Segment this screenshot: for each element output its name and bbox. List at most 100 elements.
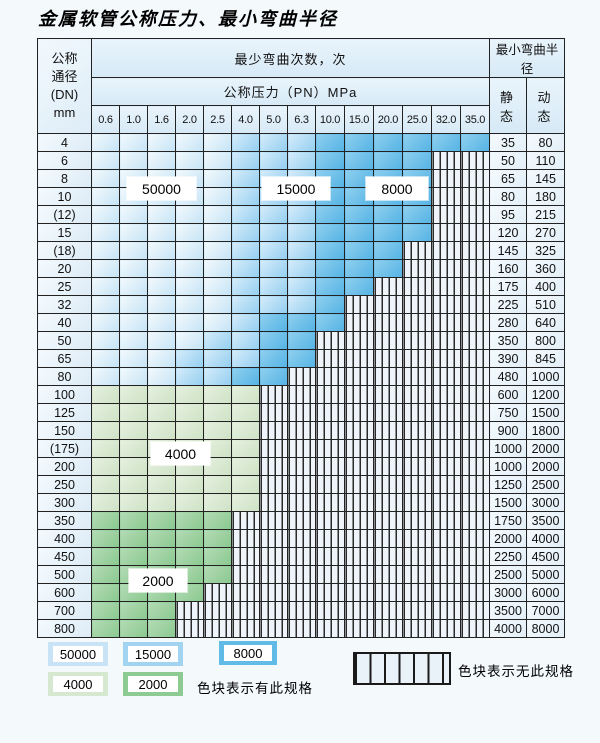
spec-cell-8000 (402, 151, 432, 170)
dn-value: (175) (37, 439, 92, 458)
no-spec-cell (344, 493, 374, 512)
no-spec-cell (287, 385, 316, 404)
table-row: 100 600 1200 (37, 385, 565, 404)
no-spec-cell (402, 277, 432, 296)
no-spec-cell (373, 349, 403, 368)
dynamic-radius-value: 270 (526, 223, 565, 242)
no-spec-cell (315, 457, 345, 476)
spec-cell-15000 (287, 205, 316, 224)
spec-cell-4000 (231, 403, 260, 422)
dn-value: 50 (37, 331, 92, 350)
no-spec-cell (460, 169, 490, 188)
no-spec-cell (402, 565, 432, 584)
no-spec-cell (431, 601, 461, 620)
spec-cell-50000 (147, 133, 176, 152)
spec-cell-50000 (91, 295, 120, 314)
spec-cell-2000 (119, 547, 148, 566)
table-row: 400 2000 4000 (37, 529, 565, 548)
spec-cell-2000 (91, 583, 120, 602)
no-spec-cell (460, 475, 490, 494)
no-spec-cell (373, 547, 403, 566)
table-body: 4 35 80 6 50 110 8 65 145 10 80 180 (12) 95 215 15 120 27… (37, 133, 565, 638)
dynamic-radius-value: 400 (526, 277, 565, 296)
spec-cell-8000 (402, 223, 432, 242)
static-radius-value: 80 (489, 187, 527, 206)
spec-cell-50000 (91, 367, 120, 386)
spec-cell-4000 (147, 403, 176, 422)
spec-cell-50000 (203, 295, 232, 314)
no-spec-cell (344, 439, 374, 458)
spec-cell-50000 (147, 151, 176, 170)
no-spec-cell (373, 475, 403, 494)
static-radius-value: 3000 (489, 583, 527, 602)
dynamic-radius-value: 3000 (526, 493, 565, 512)
spec-cell-50000 (91, 169, 120, 188)
static-radius-value: 390 (489, 349, 527, 368)
no-spec-cell (402, 385, 432, 404)
static-radius-value: 65 (489, 169, 527, 188)
no-spec-cell (373, 331, 403, 350)
spec-cell-50000 (91, 223, 120, 242)
spec-cell-50000 (91, 331, 120, 350)
spec-cell-50000 (119, 241, 148, 260)
no-spec-cell (259, 529, 288, 548)
spec-cell-15000 (231, 151, 260, 170)
legend-no-spec-text: 色块表示无此规格 (458, 664, 574, 679)
spec-cell-2000 (203, 565, 232, 584)
dynamic-radius-value: 2000 (526, 439, 565, 458)
dn-value: 25 (37, 277, 92, 296)
no-spec-cell (431, 277, 461, 296)
dynamic-radius-value: 215 (526, 205, 565, 224)
dynamic-radius-value: 1200 (526, 385, 565, 404)
no-spec-cell (344, 619, 374, 638)
spec-cell-50000 (119, 295, 148, 314)
spec-cell-4000 (203, 403, 232, 422)
spec-cell-2000 (91, 529, 120, 548)
pressure-col-header: 25.0 (402, 105, 432, 134)
dn-value: 10 (37, 187, 92, 206)
no-spec-cell (460, 457, 490, 476)
no-spec-cell (231, 529, 260, 548)
dn-value: 350 (37, 511, 92, 530)
spec-cell-2000 (175, 511, 204, 530)
no-spec-cell (344, 583, 374, 602)
spec-cell-8000 (259, 349, 288, 368)
dn-value: 125 (37, 403, 92, 422)
no-spec-cell (402, 547, 432, 566)
no-spec-cell (402, 241, 432, 260)
spec-cell-8000 (315, 277, 345, 296)
spec-cell-50000 (203, 313, 232, 332)
no-spec-cell (344, 511, 374, 530)
spec-cell-50000 (147, 367, 176, 386)
no-spec-cell (259, 493, 288, 512)
spec-cell-2000 (147, 619, 176, 638)
spec-cell-8000 (402, 205, 432, 224)
no-spec-cell (402, 457, 432, 476)
no-spec-cell (231, 619, 260, 638)
spec-cell-15000 (231, 313, 260, 332)
no-spec-cell (344, 529, 374, 548)
spec-cell-2000 (147, 601, 176, 620)
spec-cell-4000 (119, 493, 148, 512)
static-radius-value: 225 (489, 295, 527, 314)
spec-cell-50000 (203, 205, 232, 224)
no-spec-cell (315, 565, 345, 584)
dynamic-radius-value: 145 (526, 169, 565, 188)
dn-value: (18) (37, 241, 92, 260)
spec-cell-15000 (259, 241, 288, 260)
spec-cell-15000 (231, 331, 260, 350)
spec-cell-50000 (91, 151, 120, 170)
dn-corner-header: 公称 通径 (DN) mm (37, 38, 92, 134)
spec-cell-50000 (91, 259, 120, 278)
no-spec-cell (431, 511, 461, 530)
dn-value: 250 (37, 475, 92, 494)
table-row: 200 1000 2000 (37, 457, 565, 476)
spec-cell-50000 (175, 205, 204, 224)
legend-no-spec-swatch (353, 652, 451, 685)
no-spec-cell (287, 511, 316, 530)
static-radius-value: 1000 (489, 439, 527, 458)
no-spec-cell (460, 349, 490, 368)
no-spec-cell (259, 619, 288, 638)
spec-cell-50000 (175, 295, 204, 314)
spec-cell-2000 (91, 565, 120, 584)
